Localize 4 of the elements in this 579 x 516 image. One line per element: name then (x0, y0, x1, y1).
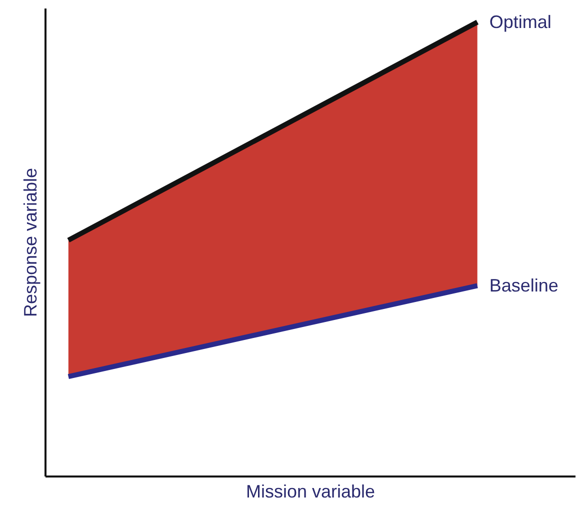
y-axis-title: Response variable (20, 168, 40, 318)
x-axis-title: Mission variable (246, 482, 376, 502)
series-label: Baseline (489, 276, 558, 296)
series-label: Optimal (489, 12, 552, 32)
